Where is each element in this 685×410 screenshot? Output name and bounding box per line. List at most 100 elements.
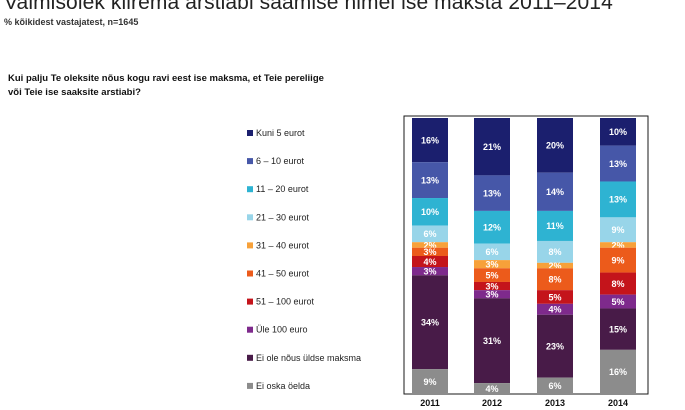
bar-segment-2012-3	[474, 210, 510, 244]
bar-segment-2013-9	[537, 314, 573, 378]
legend-swatch-2	[247, 158, 253, 165]
x-tick-label-2012: 2012	[482, 398, 502, 408]
legend-label-8: Üle 100 euro	[256, 325, 308, 335]
survey-question: Kui palju Te oleksite nõus kogu ravi ees…	[8, 73, 324, 98]
legend-swatch-3	[247, 186, 253, 193]
legend-label-10: Ei oska öelda	[256, 381, 310, 391]
bar-segment-2012-7	[474, 281, 510, 291]
bar-segment-2012-9	[474, 298, 510, 384]
data-label-2011-4: 6%	[423, 229, 436, 239]
bar-segment-2013-7	[537, 290, 573, 304]
x-tick-label-2011: 2011	[420, 398, 440, 408]
bar-segment-2013-2	[537, 172, 573, 211]
x-tick-label-2013: 2013	[545, 398, 565, 408]
legend-swatch-1	[247, 130, 253, 136]
data-label-2011-9: 34%	[421, 318, 439, 328]
legend-label-6: 41 – 50 eurot	[256, 269, 310, 279]
bar-segment-2013-1	[537, 118, 573, 173]
data-label-2012-9: 31%	[483, 336, 501, 346]
data-label-2011-1: 16%	[421, 135, 439, 145]
data-label-2014-2: 13%	[609, 159, 627, 169]
bar-segment-2013-6	[537, 268, 573, 291]
bar-segment-2011-8	[412, 267, 448, 276]
bar-segment-2011-6	[412, 247, 448, 256]
data-label-2012-2: 13%	[483, 188, 501, 198]
data-label-2012-3: 12%	[483, 223, 501, 233]
bar-segment-2013-10	[537, 377, 573, 394]
bar-segment-2011-2	[412, 162, 448, 199]
legend-swatch-8	[247, 326, 253, 333]
data-label-2013-1: 20%	[546, 141, 564, 151]
bar-segment-2013-8	[537, 303, 573, 315]
chart-subtitle: % kõikidest vastajatest, n=1645	[4, 17, 139, 27]
data-label-2013-8: 4%	[548, 305, 561, 315]
legend: Kuni 5 eurot 6 – 10 eurot 11 – 20 eurot 21 …	[247, 128, 361, 391]
data-label-2011-5: 2%	[423, 240, 436, 250]
legend-label-3: 11 – 20 eurot	[256, 184, 309, 194]
data-label-2014-6: 9%	[611, 255, 624, 265]
bars-group: 16%13%10%6%2%3%4%3%34%9%21%13%12%6%3%5%3…	[412, 118, 636, 394]
data-label-2014-9: 15%	[609, 324, 627, 334]
data-label-2011-6: 3%	[423, 247, 436, 257]
plot-frame	[403, 115, 649, 395]
data-label-2012-4: 6%	[485, 247, 498, 257]
legend-label-2: 6 – 10 eurot	[256, 156, 305, 166]
chart-title: Valmisolek kiirema arstiabi saamise nime…	[4, 0, 613, 14]
bar-segment-2012-8	[474, 290, 510, 299]
bar-segment-2012-6	[474, 268, 510, 282]
data-label-2014-10: 16%	[609, 367, 627, 377]
legend-swatch-4	[247, 214, 253, 221]
data-label-2011-3: 10%	[421, 207, 439, 217]
bar-segment-2011-3	[412, 198, 448, 226]
bar-segment-2014-9	[600, 308, 636, 350]
data-label-2013-6: 8%	[548, 275, 561, 285]
bar-segment-2011-5	[412, 242, 448, 248]
bar-segment-2012-10	[474, 383, 510, 394]
data-label-2014-8: 5%	[611, 297, 624, 307]
bar-segment-2014-5	[600, 242, 636, 248]
data-label-2011-7: 4%	[423, 257, 436, 267]
data-label-2014-4: 9%	[611, 225, 624, 235]
legend-swatch-5	[247, 242, 253, 249]
bar-segment-2012-2	[474, 175, 510, 211]
data-label-2012-6: 5%	[485, 270, 498, 280]
bar-segment-2011-10	[412, 369, 448, 394]
bar-segment-2014-6	[600, 247, 636, 273]
data-label-2014-1: 10%	[609, 127, 627, 137]
data-label-2012-10: 4%	[485, 384, 498, 394]
bar-segment-2014-4	[600, 217, 636, 243]
bar-segment-2011-9	[412, 275, 448, 370]
data-label-2012-5: 3%	[485, 259, 498, 269]
legend-label-1: Kuni 5 eurot	[256, 128, 305, 138]
bar-segment-2014-7	[600, 272, 636, 295]
x-axis-tick-labels: 2011 2012 2013 2014	[420, 398, 628, 408]
legend-swatch-6	[247, 270, 253, 277]
data-label-2013-10: 6%	[548, 381, 561, 391]
data-label-2013-3: 11%	[546, 221, 564, 231]
bar-segment-2012-4	[474, 243, 510, 261]
bar-segment-2013-5	[537, 262, 573, 269]
bar-segment-2014-2	[600, 145, 636, 182]
data-label-2013-2: 14%	[546, 187, 564, 197]
data-label-2014-7: 8%	[611, 279, 624, 289]
data-label-2011-10: 9%	[423, 377, 436, 387]
data-label-2013-9: 23%	[546, 341, 564, 351]
legend-swatch-9	[247, 354, 253, 361]
bar-segment-2011-1	[412, 118, 448, 163]
bar-segment-2011-7	[412, 256, 448, 268]
bar-segment-2014-1	[600, 118, 636, 146]
x-tick-label-2014: 2014	[608, 398, 628, 408]
bar-segment-2014-8	[600, 294, 636, 309]
legend-label-5: 31 – 40 eurot	[256, 240, 310, 250]
data-label-2014-3: 13%	[609, 195, 627, 205]
data-label-2014-5: 2%	[611, 240, 624, 250]
data-label-2012-8: 3%	[485, 290, 498, 300]
bar-segment-2011-4	[412, 225, 448, 243]
legend-label-9: Ei ole nõus üldse maksma	[256, 353, 361, 363]
bar-segment-2012-5	[474, 260, 510, 269]
legend-label-4: 21 – 30 eurot	[256, 212, 310, 222]
legend-label-7: 51 – 100 eurot	[256, 297, 315, 307]
bar-segment-2013-4	[537, 240, 573, 263]
bar-segment-2014-10	[600, 349, 636, 394]
